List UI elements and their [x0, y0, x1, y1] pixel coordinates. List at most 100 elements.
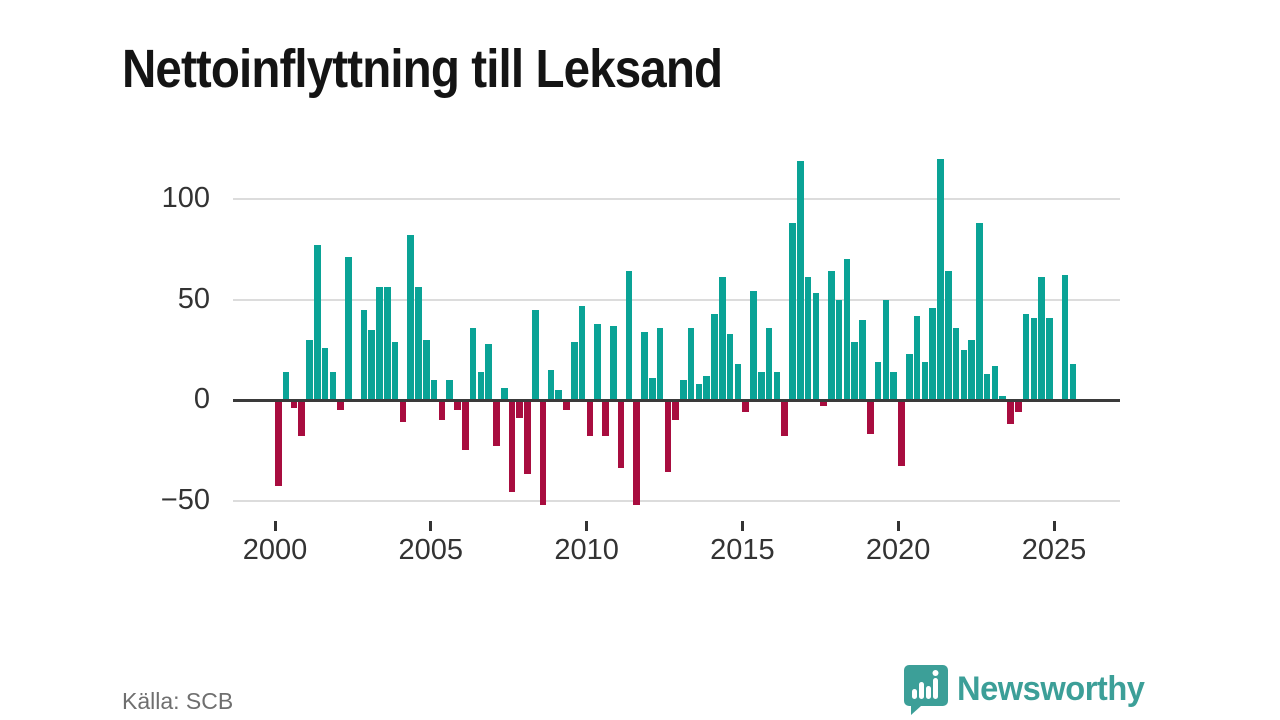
bar-quarter-57 — [719, 277, 726, 400]
bar-quarter-20 — [430, 379, 438, 400]
bar-quarter-26 — [477, 371, 485, 400]
bar-quarter-44 — [617, 400, 625, 469]
bar-quarter-60 — [742, 400, 749, 413]
bar-quarter-75 — [859, 319, 866, 400]
bar-quarter-69 — [812, 293, 820, 400]
y-axis-label: 100 — [161, 182, 210, 214]
bar-quarter-95 — [1015, 400, 1022, 413]
bar-quarter-102 — [1069, 363, 1077, 400]
bar-quarter-45 — [625, 271, 633, 400]
bar-quarter-61 — [750, 291, 757, 400]
bar-quarter-13 — [376, 287, 383, 400]
bar-quarter-89 — [968, 339, 975, 400]
bar-quarter-15 — [391, 341, 399, 400]
bar-quarter-85 — [937, 158, 944, 400]
bar-quarter-30 — [508, 400, 516, 493]
bar-quarter-25 — [469, 327, 477, 400]
bar-quarter-53 — [687, 327, 695, 400]
bar-quarter-14 — [384, 287, 391, 400]
bar-quarter-16 — [399, 400, 407, 423]
bar-quarter-29 — [500, 387, 508, 400]
x-axis-label-2010: 2010 — [554, 534, 619, 566]
bar-quarter-77 — [874, 361, 882, 400]
bar-quarter-70 — [820, 400, 827, 407]
bar-quarter-96 — [1022, 313, 1030, 400]
bar-quarter-62 — [757, 371, 765, 400]
source-note: Källa: SCB — [122, 688, 234, 714]
x-tick-2005 — [429, 521, 433, 531]
bar-quarter-47 — [641, 331, 648, 400]
bar-quarter-101 — [1061, 275, 1069, 400]
bar-quarter-37 — [563, 400, 570, 411]
bar-quarter-86 — [944, 271, 952, 400]
x-tick-2025 — [1052, 521, 1056, 531]
gridline-y50 — [233, 298, 1120, 301]
bar-quarter-79 — [890, 371, 897, 400]
bar-quarter-23 — [454, 400, 461, 411]
x-tick-2020 — [896, 521, 900, 531]
bar-quarter-56 — [711, 313, 718, 400]
x-axis-label-2005: 2005 — [398, 534, 464, 566]
bar-quarter-31 — [516, 400, 524, 419]
bar-quarter-81 — [905, 353, 913, 400]
bar-quarter-74 — [851, 341, 859, 400]
bar-quarter-71 — [828, 271, 835, 400]
y-axis-label: 50 — [177, 282, 210, 315]
bar-quarter-38 — [571, 341, 578, 400]
bar-quarter-59 — [734, 363, 742, 400]
x-axis-label-2020: 2020 — [865, 534, 931, 566]
bar-quarter-6 — [321, 347, 329, 400]
bar-quarter-46 — [633, 400, 640, 505]
bar-quarter-87 — [952, 327, 960, 400]
bar-quarter-64 — [773, 371, 781, 400]
bar-quarter-0 — [275, 400, 282, 487]
bar-quarter-92 — [991, 365, 999, 400]
bar-quarter-42 — [602, 400, 609, 437]
bar-quarter-35 — [547, 369, 555, 400]
bar-quarter-3 — [298, 400, 305, 437]
bar-quarter-68 — [804, 277, 812, 400]
bar-quarter-93 — [999, 395, 1007, 400]
bar-quarter-50 — [664, 400, 672, 473]
bar-quarter-41 — [594, 323, 601, 400]
bar-quarter-2 — [290, 400, 298, 409]
bar-quarter-7 — [329, 371, 337, 400]
bar-quarter-80 — [898, 400, 905, 467]
bar-quarter-17 — [407, 235, 415, 400]
bar-quarter-72 — [835, 299, 843, 400]
bar-quarter-39 — [578, 305, 586, 400]
y-axis-label: 0 — [193, 383, 210, 415]
x-tick-2000 — [273, 521, 277, 531]
bar-quarter-24 — [461, 400, 469, 451]
newsworthy-wordmark: Newsworthy — [957, 670, 1145, 708]
bar-quarter-4 — [306, 339, 313, 400]
bar-quarter-73 — [843, 259, 851, 400]
bar-quarter-8 — [337, 400, 344, 411]
chart-title: Nettoinflyttning till Leksand — [122, 39, 723, 100]
bar-quarter-27 — [485, 343, 492, 400]
x-axis-label-2000: 2000 — [242, 534, 308, 566]
bar-quarter-32 — [524, 400, 531, 475]
bar-quarter-63 — [765, 327, 773, 400]
bar-quarter-58 — [726, 333, 734, 400]
bar-quarter-83 — [921, 361, 929, 400]
y-axis-label: −50 — [160, 483, 210, 516]
bar-quarter-21 — [438, 400, 446, 421]
bar-quarter-66 — [789, 223, 796, 400]
gridline-y-50 — [233, 499, 1120, 502]
bar-quarter-88 — [960, 349, 968, 400]
bar-quarter-54 — [695, 383, 703, 400]
bar-quarter-36 — [555, 389, 563, 400]
bar-quarter-12 — [368, 329, 376, 400]
newsworthy-bubble-icon — [904, 665, 948, 715]
bar-quarter-43 — [609, 325, 617, 400]
bar-quarter-67 — [796, 160, 804, 400]
newsworthy-logo: Newsworthy — [903, 664, 1163, 716]
bar-quarter-78 — [882, 299, 890, 400]
bar-quarter-84 — [929, 307, 936, 400]
bar-quarter-99 — [1046, 317, 1053, 400]
bar-quarter-18 — [415, 287, 422, 400]
bar-quarter-65 — [781, 400, 788, 437]
bar-quarter-82 — [913, 315, 921, 400]
